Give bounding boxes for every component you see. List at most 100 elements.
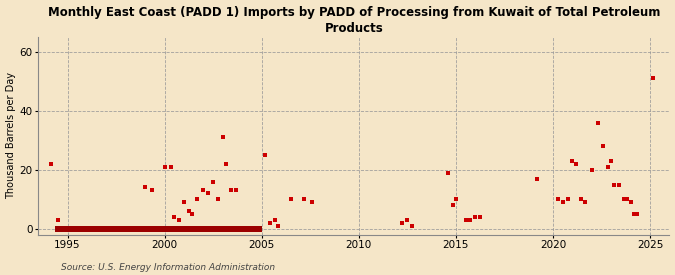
Point [447,203,458,207]
Point [208,179,219,184]
Point [173,218,184,222]
Point [192,227,202,231]
Point [62,227,73,231]
Point [407,224,418,228]
Point [619,197,630,202]
Point [213,227,223,231]
Point [209,227,220,231]
Point [306,200,317,204]
Point [156,227,167,231]
Point [442,170,453,175]
Point [222,227,233,231]
Point [90,227,101,231]
Point [53,218,63,222]
Point [597,144,608,148]
Point [109,227,120,231]
Point [242,227,252,231]
Point [126,227,136,231]
Point [136,227,147,231]
Point [232,227,243,231]
Point [603,165,614,169]
Point [164,227,175,231]
Point [141,227,152,231]
Point [106,227,117,231]
Point [221,227,232,231]
Point [155,227,165,231]
Y-axis label: Thousand Barrels per Day: Thousand Barrels per Day [5,72,16,199]
Point [127,227,138,231]
Point [605,159,616,163]
Point [229,227,240,231]
Point [460,218,471,222]
Point [203,191,214,196]
Point [298,197,309,202]
Point [187,227,198,231]
Point [59,227,70,231]
Point [165,227,176,231]
Point [250,227,261,231]
Point [161,227,171,231]
Point [149,227,160,231]
Point [205,227,215,231]
Point [77,227,88,231]
Point [151,227,162,231]
Point [173,227,184,231]
Point [224,227,235,231]
Point [65,227,76,231]
Point [214,227,225,231]
Point [167,227,178,231]
Point [609,182,620,187]
Point [625,200,636,204]
Point [159,227,170,231]
Point [120,227,131,231]
Point [562,197,573,202]
Point [227,227,238,231]
Point [114,227,125,231]
Point [169,215,180,219]
Point [179,227,190,231]
Point [54,227,65,231]
Point [213,197,223,202]
Point [184,227,194,231]
Point [198,227,209,231]
Point [83,227,94,231]
Point [165,165,176,169]
Point [252,227,263,231]
Point [552,197,563,202]
Point [465,218,476,222]
Point [101,227,112,231]
Point [148,227,159,231]
Point [580,200,591,204]
Point [237,227,248,231]
Point [567,159,578,163]
Point [234,227,244,231]
Point [61,227,72,231]
Point [67,227,78,231]
Point [236,227,246,231]
Point [143,227,154,231]
Point [190,227,200,231]
Point [78,227,89,231]
Point [253,227,264,231]
Point [622,197,632,202]
Point [182,227,192,231]
Point [614,182,625,187]
Point [57,227,68,231]
Point [159,165,170,169]
Point [593,120,603,125]
Point [96,227,107,231]
Point [225,227,236,231]
Point [138,227,149,231]
Point [130,227,141,231]
Point [53,227,63,231]
Point [171,227,182,231]
Point [146,227,157,231]
Point [187,212,198,216]
Point [628,212,639,216]
Point [203,227,214,231]
Point [397,221,408,225]
Point [124,227,134,231]
Point [157,227,168,231]
Point [531,177,542,181]
Point [104,227,115,231]
